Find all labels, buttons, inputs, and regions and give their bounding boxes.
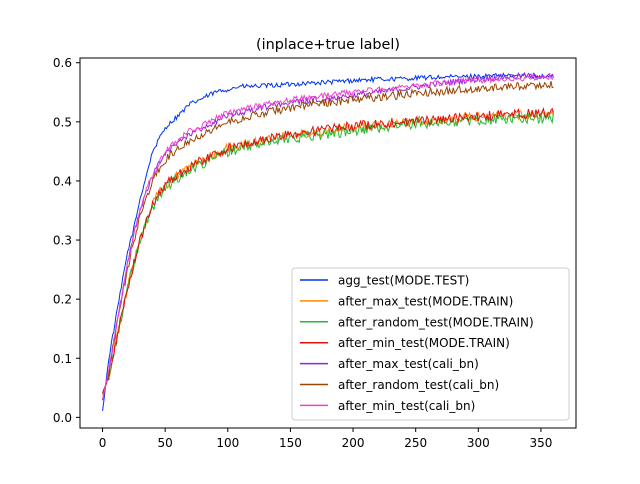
x-tick-label: 250 — [404, 436, 427, 450]
legend-label: after_min_test(MODE.TRAIN) — [338, 336, 510, 350]
legend-label: after_random_test(cali_bn) — [338, 378, 499, 392]
x-tick-label: 0 — [99, 436, 107, 450]
series-layer — [102, 71, 554, 412]
x-tick-label: 150 — [279, 436, 302, 450]
series-line — [102, 109, 554, 395]
y-tick-label: 0.5 — [53, 115, 72, 129]
chart-title: (inplace+true label) — [256, 37, 400, 53]
series-line — [102, 106, 554, 394]
y-tick-label: 0.4 — [53, 174, 72, 188]
y-tick-label: 0.0 — [53, 411, 72, 425]
x-tick-label: 350 — [529, 436, 552, 450]
x-axis: 0 50 100 150 200 250 300 350 — [99, 428, 552, 450]
legend: agg_test(MODE.TEST) after_max_test(MODE.T… — [291, 267, 570, 421]
legend-label: agg_test(MODE.TEST) — [338, 274, 469, 288]
legend-label: after_random_test(MODE.TRAIN) — [338, 315, 534, 329]
x-tick-label: 200 — [342, 436, 365, 450]
legend-label: after_min_test(cali_bn) — [338, 399, 475, 413]
x-tick-label: 50 — [158, 436, 173, 450]
x-tick-label: 100 — [216, 436, 239, 450]
series-line — [102, 74, 554, 400]
y-tick-label: 0.2 — [53, 293, 72, 307]
y-tick-label: 0.6 — [53, 56, 72, 70]
y-tick-label: 0.3 — [53, 234, 72, 248]
series-line — [102, 72, 554, 412]
legend-box — [291, 267, 570, 421]
series-line — [102, 81, 554, 400]
y-tick-label: 0.1 — [53, 352, 72, 366]
y-axis: 0.0 0.1 0.2 0.3 0.4 0.5 0.6 — [53, 56, 80, 425]
legend-label: after_max_test(cali_bn) — [338, 357, 479, 371]
series-line — [102, 112, 554, 394]
plot-frame — [79, 57, 577, 429]
x-tick-label: 300 — [467, 436, 490, 450]
legend-label: after_max_test(MODE.TRAIN) — [338, 294, 513, 308]
